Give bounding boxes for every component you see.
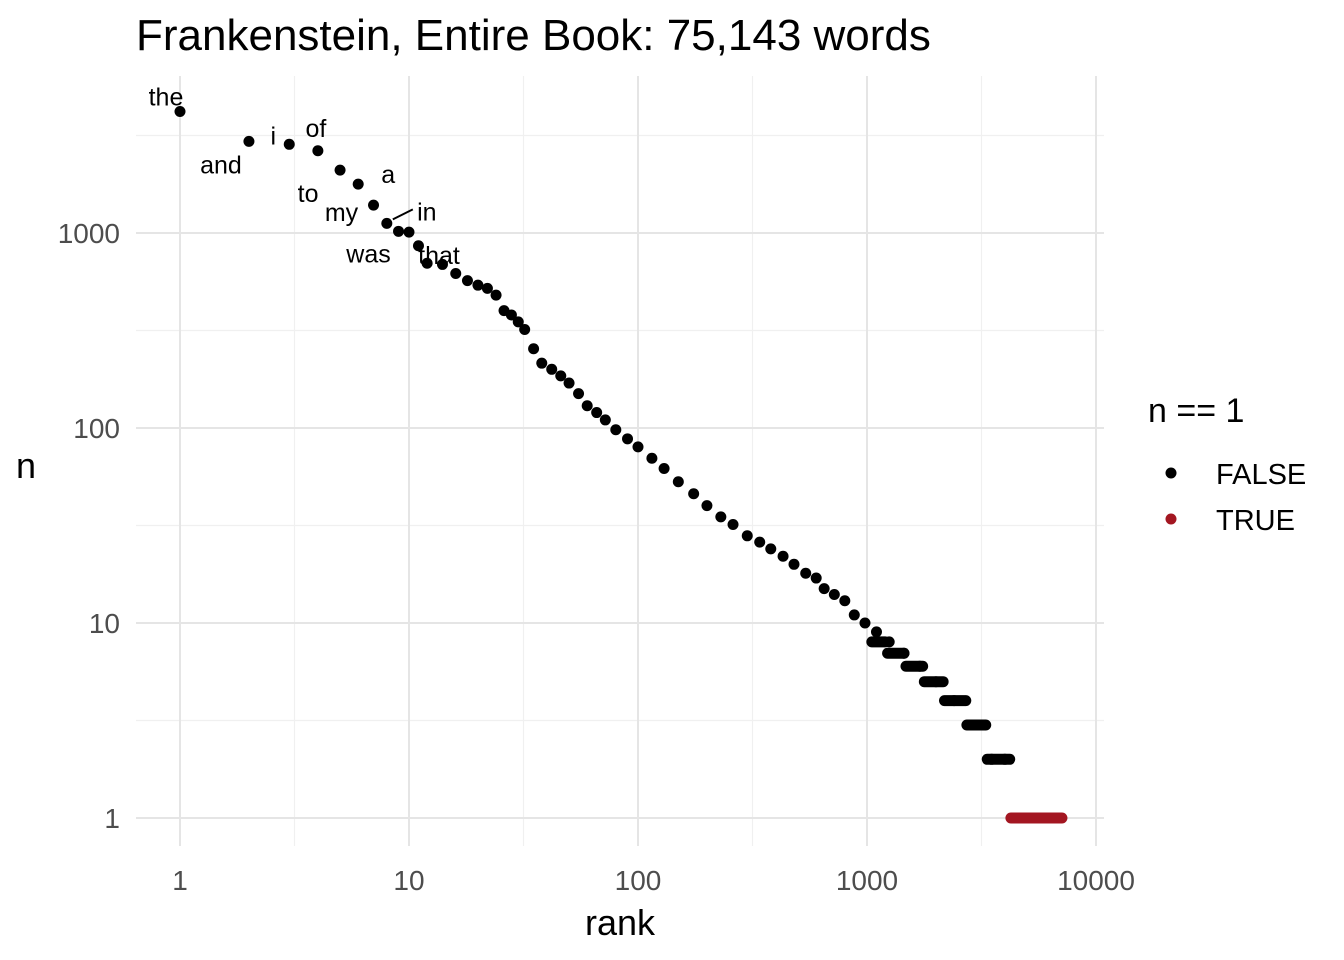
x-tick-label: 1000: [836, 865, 898, 896]
data-point: [914, 660, 926, 672]
point-of: [312, 145, 324, 157]
data-point: [536, 357, 548, 369]
point-a: [352, 178, 364, 190]
point-my: [368, 199, 380, 211]
word-label-and: and: [200, 151, 242, 179]
legend-title: n == 1: [1148, 392, 1244, 430]
data-point: [788, 558, 800, 570]
data-point: [658, 462, 670, 474]
data-point: [754, 536, 766, 548]
point-was: [393, 225, 405, 237]
data-point: [490, 289, 502, 301]
points-runs: [866, 636, 1068, 824]
data-point: [741, 530, 753, 542]
data-point: [472, 279, 484, 291]
x-tick-label: 1: [172, 865, 188, 896]
data-point: [672, 476, 684, 488]
legend-key-true: [1165, 513, 1177, 525]
data-point: [505, 309, 517, 321]
y-tick-label: 1000: [58, 218, 120, 249]
data-point: [546, 363, 558, 375]
data-point: [999, 753, 1011, 765]
data-points: [174, 105, 1011, 765]
word-label-the: the: [149, 83, 184, 111]
point-that: [403, 226, 415, 238]
data-point: [765, 543, 777, 555]
x-tick-label: 10: [393, 865, 424, 896]
data-point: [610, 424, 622, 436]
data-point: [573, 388, 585, 400]
data-point: [581, 400, 593, 412]
data-point: [461, 275, 473, 287]
data-point: [481, 282, 493, 294]
data-point: [701, 500, 713, 512]
legend-label-true: TRUE: [1216, 505, 1295, 537]
point-to: [334, 164, 346, 176]
data-point: [848, 609, 860, 621]
data-point: [512, 316, 524, 328]
word-label-i: i: [270, 122, 276, 150]
word-label-of: of: [305, 115, 326, 143]
data-point: [818, 583, 830, 595]
legend: n == 1 FALSE TRUE: [1148, 392, 1306, 537]
y-tick-labels: 1 10 100 1000: [58, 218, 120, 834]
data-point: [688, 488, 700, 500]
data-point: [421, 257, 433, 269]
data-point: [715, 511, 727, 523]
y-axis-title: n: [16, 445, 36, 486]
data-point: [930, 676, 942, 688]
chart-title: Frankenstein, Entire Book: 75,143 words: [136, 11, 931, 60]
data-point: [948, 695, 960, 707]
y-tick-label: 10: [89, 608, 120, 639]
data-point: [632, 441, 644, 453]
data-point: [412, 240, 424, 252]
data-point: [519, 323, 531, 335]
word-label-that: that: [418, 242, 460, 270]
data-point: [777, 550, 789, 562]
data-point: [599, 414, 611, 426]
word-label-my: my: [325, 199, 359, 227]
data-point: [436, 258, 448, 270]
grid-lines: [136, 76, 1104, 846]
data-point: [528, 343, 540, 355]
point-and: [243, 135, 255, 147]
data-point: [859, 617, 871, 629]
x-tick-labels: 1 10 100 1000 10000: [172, 865, 1135, 896]
data-point: [646, 452, 658, 464]
data-point: [967, 719, 979, 731]
data-point: [870, 626, 882, 638]
y-tick-label: 1: [104, 803, 120, 834]
point-the: [174, 105, 186, 117]
y-tick-label: 100: [73, 413, 120, 444]
data-point: [810, 572, 822, 584]
data-point: [450, 267, 462, 279]
legend-key-false: [1165, 467, 1177, 479]
data-point: [839, 595, 851, 607]
x-axis-title: rank: [585, 902, 656, 943]
x-tick-label: 100: [615, 865, 662, 896]
data-point: [800, 567, 812, 579]
data-point: [828, 589, 840, 601]
x-tick-label: 10000: [1057, 865, 1135, 896]
data-point: [555, 370, 567, 382]
word-label-to: to: [298, 180, 319, 208]
data-point: [591, 407, 603, 419]
word-label-was: was: [345, 240, 390, 268]
word-label-in: in: [417, 198, 436, 226]
point-i: [283, 138, 295, 150]
data-point: [898, 647, 910, 659]
data-point: [883, 636, 895, 648]
data-point: [727, 518, 739, 530]
word-label-a: a: [381, 161, 395, 189]
legend-label-false: FALSE: [1216, 459, 1306, 491]
data-point: [563, 377, 575, 389]
data-point: [622, 433, 634, 445]
label-leader-in: [392, 208, 414, 221]
data-point: [986, 753, 998, 765]
point-in: [381, 217, 393, 229]
